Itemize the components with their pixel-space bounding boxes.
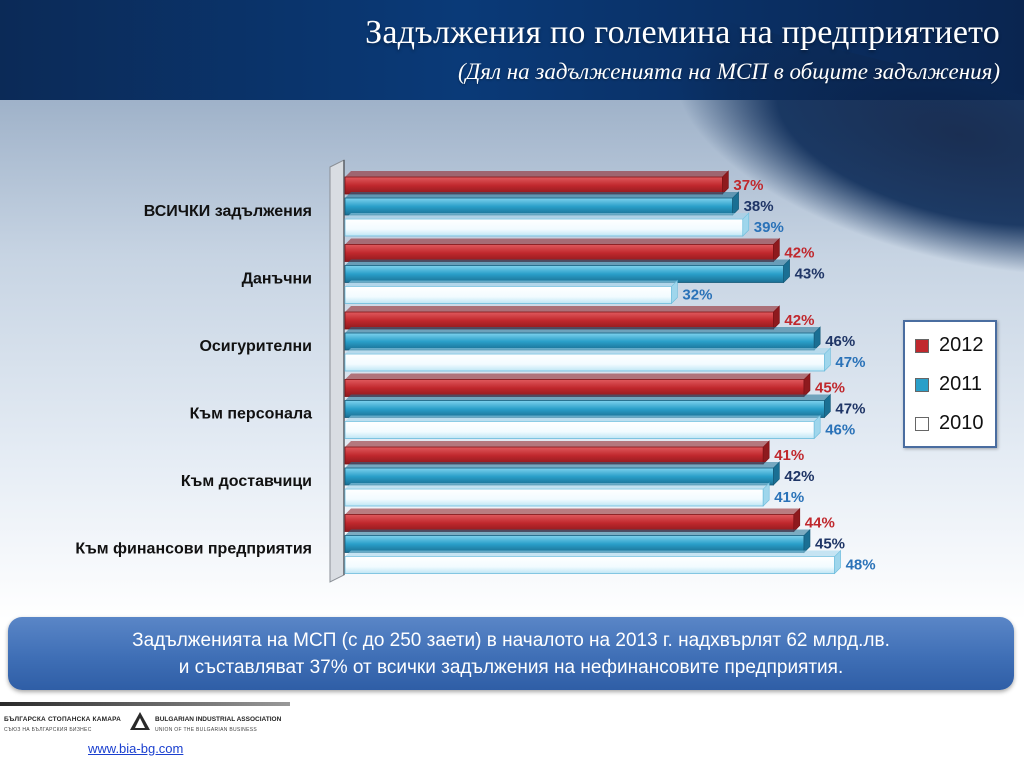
bar-2012 (344, 440, 770, 465)
legend-swatch-2011 (915, 377, 929, 392)
data-label-2011: 46% (825, 333, 855, 350)
data-label-2011: 43% (795, 266, 825, 283)
page-subtitle: (Дял на задълженията на МСП в общите зад… (457, 59, 1000, 84)
legend-item-2010: 2010 (915, 412, 984, 435)
category-label: ВСИЧКИ задължения (144, 203, 312, 220)
bar-2010 (344, 347, 831, 372)
page-title: Задължения по големина на предприятието (365, 14, 1000, 51)
bar-2011 (344, 461, 780, 486)
bar-2010 (344, 279, 678, 305)
legend-swatch-2012 (915, 338, 929, 353)
data-label-2010: 47% (835, 354, 865, 371)
data-label-2012: 42% (784, 312, 814, 329)
data-label-2010: 48% (846, 557, 876, 574)
category-label: Осигурителни (199, 338, 312, 355)
data-label-2012: 37% (733, 177, 763, 194)
summary-callout: Задълженията на МСП (с до 250 заети) в н… (8, 617, 1014, 690)
data-label-2011: 45% (815, 536, 845, 553)
bar-2012 (344, 237, 780, 263)
data-label-2010: 39% (754, 219, 784, 236)
website-link[interactable]: www.bia-bg.com (88, 741, 184, 756)
legend-item-2012: 2012 (915, 334, 984, 357)
category-label: Към доставчици (181, 473, 312, 490)
data-label-2012: 44% (805, 515, 835, 532)
data-label-2012: 45% (815, 380, 845, 397)
bar-2012 (344, 170, 729, 195)
category-label: Към персонала (190, 406, 312, 423)
logo-subtext-bg: СЪЮЗ НА БЪЛГАРСКИЯ БИЗНЕС (4, 727, 92, 733)
bar-2011 (344, 191, 739, 216)
logo-text-bg: БЪЛГАРСКА СТОПАНСКА КАМАРА (4, 716, 121, 723)
bar-2011 (344, 326, 821, 351)
bar-2012 (344, 507, 801, 533)
data-label-2010: 41% (774, 489, 804, 506)
bar-2012 (344, 305, 780, 330)
data-label-2010: 46% (825, 422, 855, 439)
bar-2010 (344, 549, 841, 575)
legend-label-2012: 2012 (939, 334, 984, 356)
category-label: Към финансови предприятия (75, 541, 312, 558)
logo-text-en: BULGARIAN INDUSTRIAL ASSOCIATION (155, 716, 282, 723)
data-label-2010: 32% (682, 287, 712, 304)
callout-line-2: и съставляват 37% от всички задължения н… (178, 656, 844, 678)
bar-2010 (344, 482, 770, 507)
legend-label-2011: 2011 (939, 373, 983, 395)
callout-line-1: Задълженията на МСП (с до 250 заети) в н… (132, 629, 890, 651)
bar-2011 (344, 258, 790, 284)
data-label-2012: 41% (774, 447, 804, 464)
legend: 2012 2011 2010 (903, 320, 997, 448)
bia-logo-icon (130, 712, 150, 730)
bar-2010 (344, 414, 821, 440)
legend-item-2011: 2011 (915, 373, 982, 396)
bar-2011 (344, 393, 831, 419)
data-label-2011: 42% (784, 468, 814, 485)
bar-2012 (344, 372, 811, 398)
footer-divider (0, 702, 290, 706)
bar-2010 (344, 212, 750, 237)
legend-swatch-2010 (915, 416, 929, 431)
data-label-2012: 42% (784, 245, 814, 262)
category-label: Данъчни (242, 271, 312, 288)
axis-wall (329, 159, 345, 583)
legend-label-2010: 2010 (939, 412, 984, 434)
data-label-2011: 47% (835, 401, 865, 418)
data-label-2011: 38% (744, 198, 774, 215)
logo-subtext-en: UNION OF THE BULGARIAN BUSINESS (155, 727, 258, 733)
bar-chart: ВСИЧКИ задължения Данъчни Осигурителни Към … (75, 159, 876, 583)
bar-2011 (344, 528, 811, 554)
